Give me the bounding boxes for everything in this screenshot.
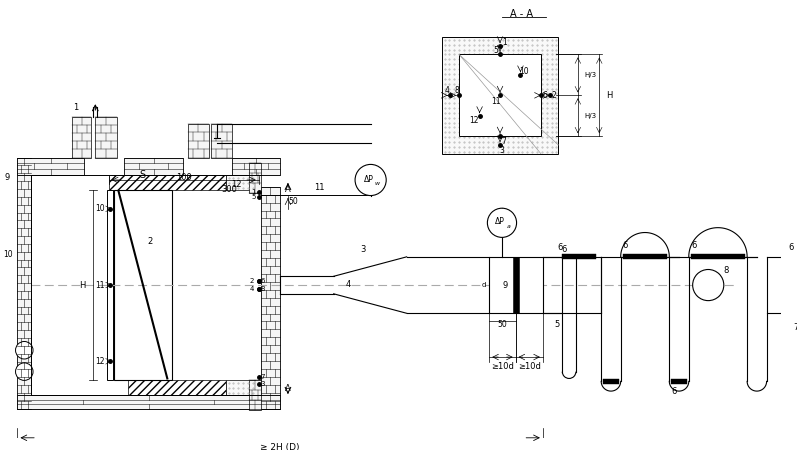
Text: A: A	[285, 185, 291, 194]
Text: 7: 7	[793, 324, 797, 333]
Bar	[128, 380, 226, 395]
Bar	[226, 380, 255, 395]
Bar	[96, 117, 116, 158]
Bar	[249, 380, 261, 410]
Text: H/3: H/3	[585, 113, 597, 119]
Bar	[18, 158, 31, 409]
Text: 4: 4	[346, 279, 351, 288]
Bar	[603, 379, 618, 384]
Bar	[231, 158, 281, 175]
Bar	[109, 175, 226, 190]
Text: 8: 8	[261, 286, 265, 292]
Text: 2: 2	[147, 237, 152, 246]
Bar	[18, 158, 84, 175]
Circle shape	[15, 342, 33, 359]
Text: A: A	[285, 384, 291, 393]
Text: H: H	[79, 280, 85, 289]
Text: a: a	[507, 224, 511, 229]
Text: A - A: A - A	[510, 9, 533, 18]
Bar	[72, 117, 92, 158]
Bar	[114, 190, 172, 380]
Bar	[211, 124, 233, 158]
Text: 10: 10	[3, 250, 13, 259]
Text: 2: 2	[552, 91, 556, 100]
Bar	[124, 158, 183, 175]
Text: ΔP: ΔP	[363, 175, 374, 184]
Bar	[18, 395, 281, 409]
Text: ≥ 2H (D): ≥ 2H (D)	[261, 443, 300, 450]
Text: 9: 9	[503, 280, 508, 289]
Circle shape	[488, 208, 516, 238]
Text: S: S	[139, 170, 145, 180]
Text: 300: 300	[222, 185, 238, 194]
Text: H: H	[606, 91, 612, 100]
Text: 3: 3	[261, 381, 265, 387]
Circle shape	[15, 363, 33, 380]
Bar	[512, 257, 519, 313]
Text: 50: 50	[497, 320, 507, 329]
Text: 1: 1	[73, 103, 78, 112]
Text: 10: 10	[520, 67, 529, 76]
Bar	[691, 254, 745, 259]
Text: 12: 12	[96, 357, 105, 366]
Bar	[459, 54, 541, 136]
Text: 3: 3	[500, 146, 505, 155]
Bar	[622, 254, 667, 259]
Text: 8: 8	[455, 86, 460, 95]
Text: d: d	[481, 282, 485, 288]
Text: 2: 2	[249, 278, 254, 284]
Text: 10: 10	[96, 204, 105, 213]
Text: 5: 5	[555, 320, 560, 329]
Text: 6: 6	[622, 241, 628, 250]
Text: 11: 11	[96, 280, 105, 289]
Text: H/3: H/3	[585, 72, 597, 78]
Text: 12: 12	[469, 116, 478, 125]
Text: 9: 9	[5, 172, 10, 181]
Bar	[107, 190, 113, 380]
Text: w: w	[375, 181, 380, 186]
Text: 5: 5	[252, 194, 256, 201]
Text: ≥10d: ≥10d	[518, 362, 540, 371]
Text: 6: 6	[788, 243, 794, 252]
Text: 4: 4	[249, 286, 254, 292]
Bar	[249, 163, 261, 193]
Text: 6: 6	[691, 241, 697, 250]
Text: 6: 6	[672, 387, 677, 396]
Text: 50: 50	[288, 197, 298, 206]
Text: 6: 6	[542, 91, 548, 100]
Text: 3: 3	[360, 244, 366, 253]
Bar	[442, 37, 559, 154]
Circle shape	[693, 270, 724, 301]
Text: 1: 1	[503, 38, 507, 47]
Text: 6: 6	[558, 243, 563, 252]
Bar	[489, 257, 543, 313]
Text: 5: 5	[493, 46, 499, 55]
Bar	[563, 254, 596, 259]
Text: 7: 7	[501, 136, 506, 145]
Text: 8: 8	[723, 266, 728, 275]
Text: 7: 7	[261, 374, 265, 379]
Circle shape	[355, 164, 387, 196]
Bar	[671, 379, 687, 384]
Text: 11: 11	[492, 97, 501, 106]
Text: 100: 100	[176, 172, 192, 181]
Text: ΔP: ΔP	[495, 217, 505, 226]
Text: 11: 11	[314, 183, 324, 192]
Text: ≥10d: ≥10d	[491, 362, 514, 371]
Text: 1: 1	[251, 189, 256, 195]
Text: 6: 6	[562, 244, 567, 253]
Text: 6: 6	[261, 278, 265, 284]
Text: 4: 4	[445, 86, 450, 95]
Bar	[188, 124, 209, 158]
Bar	[261, 187, 281, 409]
Bar	[226, 175, 255, 190]
Text: 12: 12	[231, 180, 241, 189]
